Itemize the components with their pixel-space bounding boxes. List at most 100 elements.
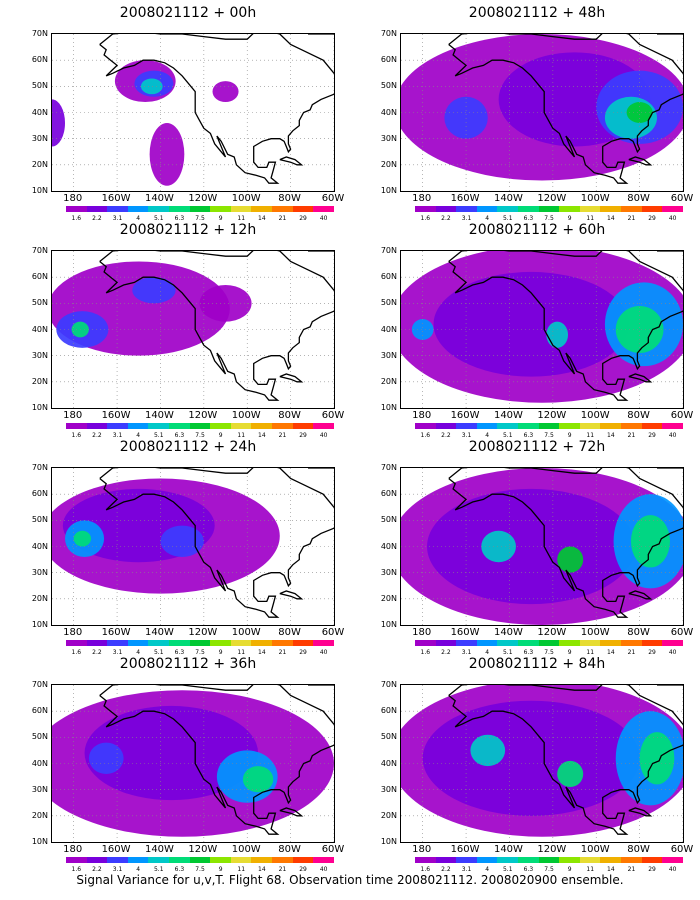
colorbar-swatch xyxy=(230,857,252,863)
colorbar-label: 29 xyxy=(299,866,307,873)
colorbar-swatch xyxy=(169,857,190,863)
latitude-tick-label: 30N xyxy=(380,567,397,577)
colorbar-label: 21 xyxy=(627,866,636,873)
variance-contour-region xyxy=(470,734,506,767)
colorbar-swatch xyxy=(66,640,87,646)
colorbar-swatch xyxy=(148,423,170,429)
coastline xyxy=(279,156,304,166)
panel-title: 2008021112 + 12h xyxy=(119,222,257,238)
latitude-tick-label: 40N xyxy=(380,107,397,117)
map-panel: 2008021112 + 00h 10N 20N 30N 40N 50N 60N 70N 180… xyxy=(18,5,358,222)
coastline xyxy=(657,685,683,712)
latitude-tick-label: 10N xyxy=(31,837,48,846)
map-panel: 2008021112 + 24h 10N 20N 30N 40N 50N 60N 70N 180… xyxy=(18,439,358,656)
longitude-tick-label: 180 xyxy=(63,844,83,855)
colorbar-label: 11 xyxy=(237,215,246,222)
colorbar-swatch xyxy=(579,640,601,646)
coastline xyxy=(99,251,334,401)
colorbar-swatch xyxy=(641,423,663,429)
coastline xyxy=(308,34,334,61)
colorbar-swatch xyxy=(579,206,601,212)
colorbar-label: 5.1 xyxy=(502,215,513,222)
colorbar-label: 40 xyxy=(668,215,677,222)
colorbar-swatch xyxy=(189,640,211,646)
colorbar-swatch xyxy=(415,857,436,863)
colorbar-label: 7.5 xyxy=(544,215,554,222)
colorbar-label: 14 xyxy=(258,215,266,222)
variance-contour-region xyxy=(630,515,670,568)
longitude-tick-label: 180 xyxy=(412,193,432,204)
colorbar-label: 4 xyxy=(485,866,490,873)
map-area xyxy=(400,684,684,843)
colorbar-swatch xyxy=(313,857,334,863)
panel-title: 2008021112 + 00h xyxy=(119,5,257,21)
latitude-tick-label: 30N xyxy=(380,784,397,794)
variance-contour-region xyxy=(199,285,252,322)
latitude-tick-label: 10N xyxy=(380,620,397,629)
colorbar-swatch xyxy=(497,857,519,863)
variance-contour-map xyxy=(401,251,683,408)
longitude-tick-label: 80W xyxy=(627,844,650,855)
figure-caption: Signal Variance for u,v,T. Flight 68. Ob… xyxy=(76,873,624,887)
colorbar xyxy=(66,423,334,429)
colorbar-label: 1.6 xyxy=(420,866,431,873)
longitude-tick-label: 120W xyxy=(537,193,567,204)
colorbar-swatch xyxy=(210,206,231,212)
colorbar-swatch xyxy=(600,857,622,863)
colorbar-swatch xyxy=(292,206,314,212)
latitude-tick-label: 50N xyxy=(380,732,397,742)
colorbar-swatch xyxy=(272,857,293,863)
latitude-tick-label: 40N xyxy=(31,758,48,768)
colorbar-swatch xyxy=(559,857,580,863)
colorbar-swatch xyxy=(456,423,477,429)
colorbar-swatch xyxy=(456,206,477,212)
colorbar-label: 5.1 xyxy=(153,649,164,656)
coastline xyxy=(657,468,683,495)
variance-contour-map xyxy=(52,468,334,625)
map-area xyxy=(400,250,684,409)
latitude-tick-label: 20N xyxy=(380,810,397,820)
colorbar-swatch xyxy=(292,423,314,429)
longitude-tick-label: 140W xyxy=(493,410,523,421)
colorbar-swatch xyxy=(621,423,642,429)
longitude-tick-label: 60W xyxy=(321,193,345,204)
variance-contour-map xyxy=(52,251,334,408)
longitude-tick-label: 120W xyxy=(537,627,567,638)
coastline xyxy=(99,468,334,618)
colorbar-swatch xyxy=(579,423,601,429)
colorbar-swatch xyxy=(621,857,642,863)
colorbar-swatch xyxy=(538,857,560,863)
colorbar-swatch xyxy=(148,206,170,212)
colorbar-label: 4 xyxy=(136,649,141,656)
colorbar-label: 11 xyxy=(237,649,246,656)
coastline xyxy=(448,34,683,184)
variance-contour-region xyxy=(84,705,259,801)
colorbar-label: 6.3 xyxy=(523,432,534,439)
colorbar-label: 14 xyxy=(258,866,266,873)
latitude-tick-label: 20N xyxy=(380,593,397,603)
colorbar-swatch xyxy=(497,640,519,646)
longitude-tick-label: 160W xyxy=(101,193,131,204)
longitude-tick-label: 180 xyxy=(412,844,432,855)
colorbar-swatch xyxy=(66,423,87,429)
colorbar-label: 3.1 xyxy=(461,649,472,656)
colorbar-swatch xyxy=(518,206,539,212)
colorbar-swatch xyxy=(476,423,498,429)
colorbar-swatch xyxy=(662,640,683,646)
colorbar-label: 1.6 xyxy=(71,649,82,656)
colorbar xyxy=(415,640,683,646)
colorbar-swatch xyxy=(435,423,457,429)
colorbar-swatch xyxy=(210,423,231,429)
longitude-tick-label: 80W xyxy=(278,627,301,638)
colorbar-label: 5.1 xyxy=(153,432,164,439)
coastline xyxy=(448,468,683,618)
colorbar-swatch xyxy=(662,857,683,863)
colorbar-label: 9 xyxy=(567,432,572,439)
longitude-tick-label: 120W xyxy=(188,410,218,421)
latitude-tick-label: 50N xyxy=(31,732,48,742)
colorbar-label: 14 xyxy=(607,432,615,439)
colorbar-label: 14 xyxy=(258,649,266,656)
latitude-tick-label: 20N xyxy=(31,810,48,820)
colorbar-label: 2.2 xyxy=(92,866,102,873)
latitude-tick-label: 50N xyxy=(380,81,397,91)
